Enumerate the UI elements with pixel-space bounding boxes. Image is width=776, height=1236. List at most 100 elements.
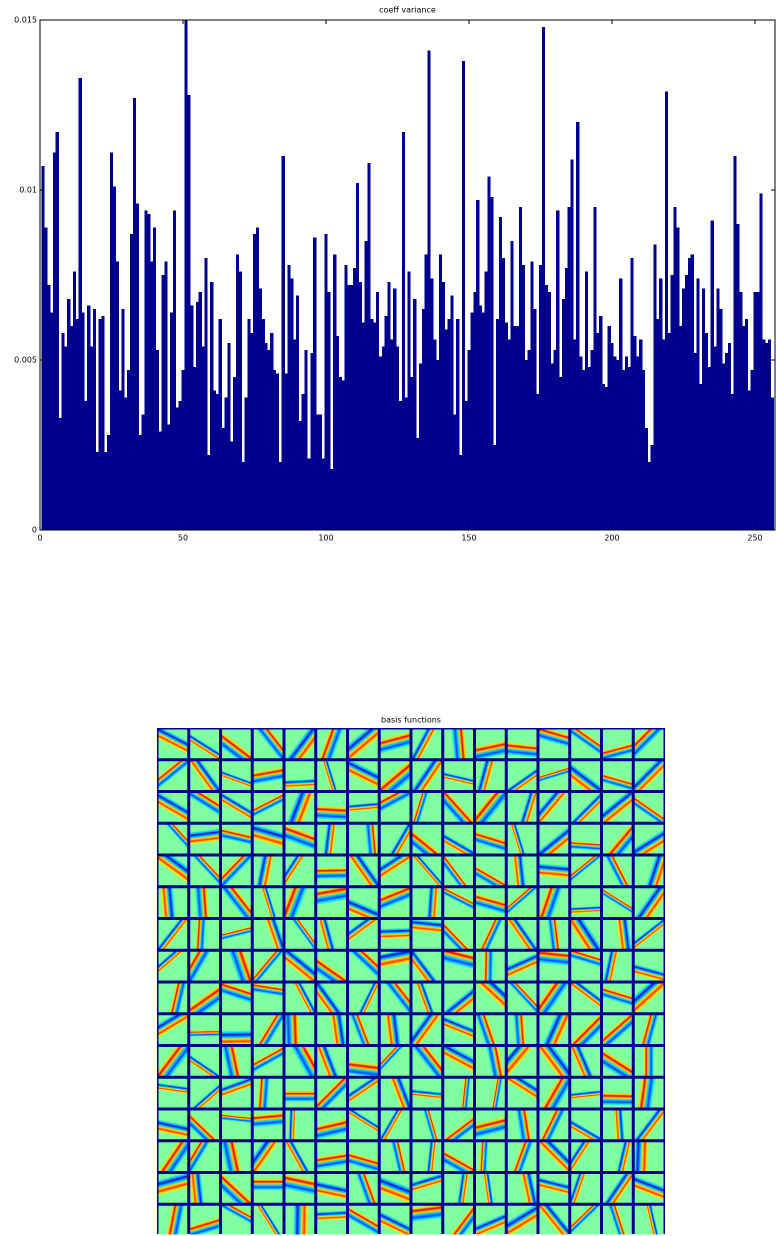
basis-tile [253,951,283,981]
bar [561,298,566,530]
bar [147,213,151,531]
basis-tile [222,1015,251,1044]
y-tick-label: 0 [32,526,37,535]
bar [47,285,51,530]
bar [684,275,689,530]
bar [544,285,548,530]
bar [198,292,202,530]
bar [444,329,448,530]
basis-tile [285,983,315,1013]
basis-tile [253,729,283,759]
basis-tile [285,1174,315,1203]
basis-tile [317,1205,346,1235]
basis-tile [222,1142,251,1171]
basis-tile [380,1110,410,1140]
basis-tile [317,1015,346,1044]
basis-tile [253,1205,283,1235]
basis-tile [349,793,378,822]
bar [461,60,465,531]
basis-tile [507,1078,537,1108]
bar [762,339,766,530]
basis-tile [603,1047,632,1076]
bar [204,258,208,530]
bar [744,319,749,530]
bar [430,278,434,530]
bar [356,183,360,530]
basis-tile [444,951,473,981]
basis-tile [190,856,219,886]
basis-tile [634,1174,664,1203]
bar [224,397,228,530]
bar [218,319,222,530]
basis-tile [634,729,664,759]
basis-tile [317,761,346,790]
bar [87,305,91,530]
basis-tile [253,920,283,949]
basis-tile [285,1047,315,1076]
basis-tile [507,888,537,917]
basis-tile [571,1047,600,1076]
bar [550,363,554,530]
bar [273,370,277,530]
basis-tile [285,856,315,886]
basis-tile [158,1015,188,1044]
bar [742,326,746,530]
basis-tile [412,1142,442,1171]
basis-tile [349,983,378,1013]
basis-tile [634,1047,664,1076]
basis-tile [222,1078,251,1108]
basis-tile [285,1078,315,1108]
basis-tile [285,1205,315,1235]
basis-tile [412,983,442,1013]
bar [484,271,488,530]
basis-tile [603,888,632,917]
basis-tile [158,761,188,790]
bar [616,360,620,530]
bar [670,275,674,530]
bar [290,278,294,530]
basis-tile [444,761,473,790]
x-tick-label: 50 [178,534,188,543]
basis-tile [222,920,251,949]
bar [427,50,431,530]
basis-tile [507,983,537,1013]
basis-tile [412,793,442,822]
basis-tile [603,824,632,854]
bar [338,377,343,530]
basis-tile [571,1110,600,1140]
bar [304,349,308,530]
bar [590,349,594,530]
bar [207,455,211,530]
basis-tile [603,951,632,981]
bar [547,292,551,530]
bar [398,400,403,530]
basis-tile [349,824,378,854]
bar [235,254,240,530]
basis-tile [571,1078,600,1108]
bar [364,241,368,530]
bar [707,366,711,530]
basis-tile [507,761,537,790]
bar [413,298,417,530]
basis-tile [285,761,315,790]
bar [436,360,440,530]
basis-tile [476,1142,505,1171]
bar [161,275,165,530]
bar [155,349,159,530]
basis-tile [190,1015,219,1044]
bar [98,319,102,530]
bar [639,339,643,530]
bar [673,207,677,530]
basis-tile [380,793,410,822]
basis-tile [634,920,664,949]
basis-tile [190,1205,219,1235]
basis-tile [317,983,346,1013]
plot-frame [39,19,776,531]
bar [61,332,65,530]
bar [624,356,629,530]
bar [95,451,99,530]
bar [393,288,397,530]
basis-tile [634,1015,664,1044]
bar [573,339,577,530]
basis-tile [476,1174,505,1203]
